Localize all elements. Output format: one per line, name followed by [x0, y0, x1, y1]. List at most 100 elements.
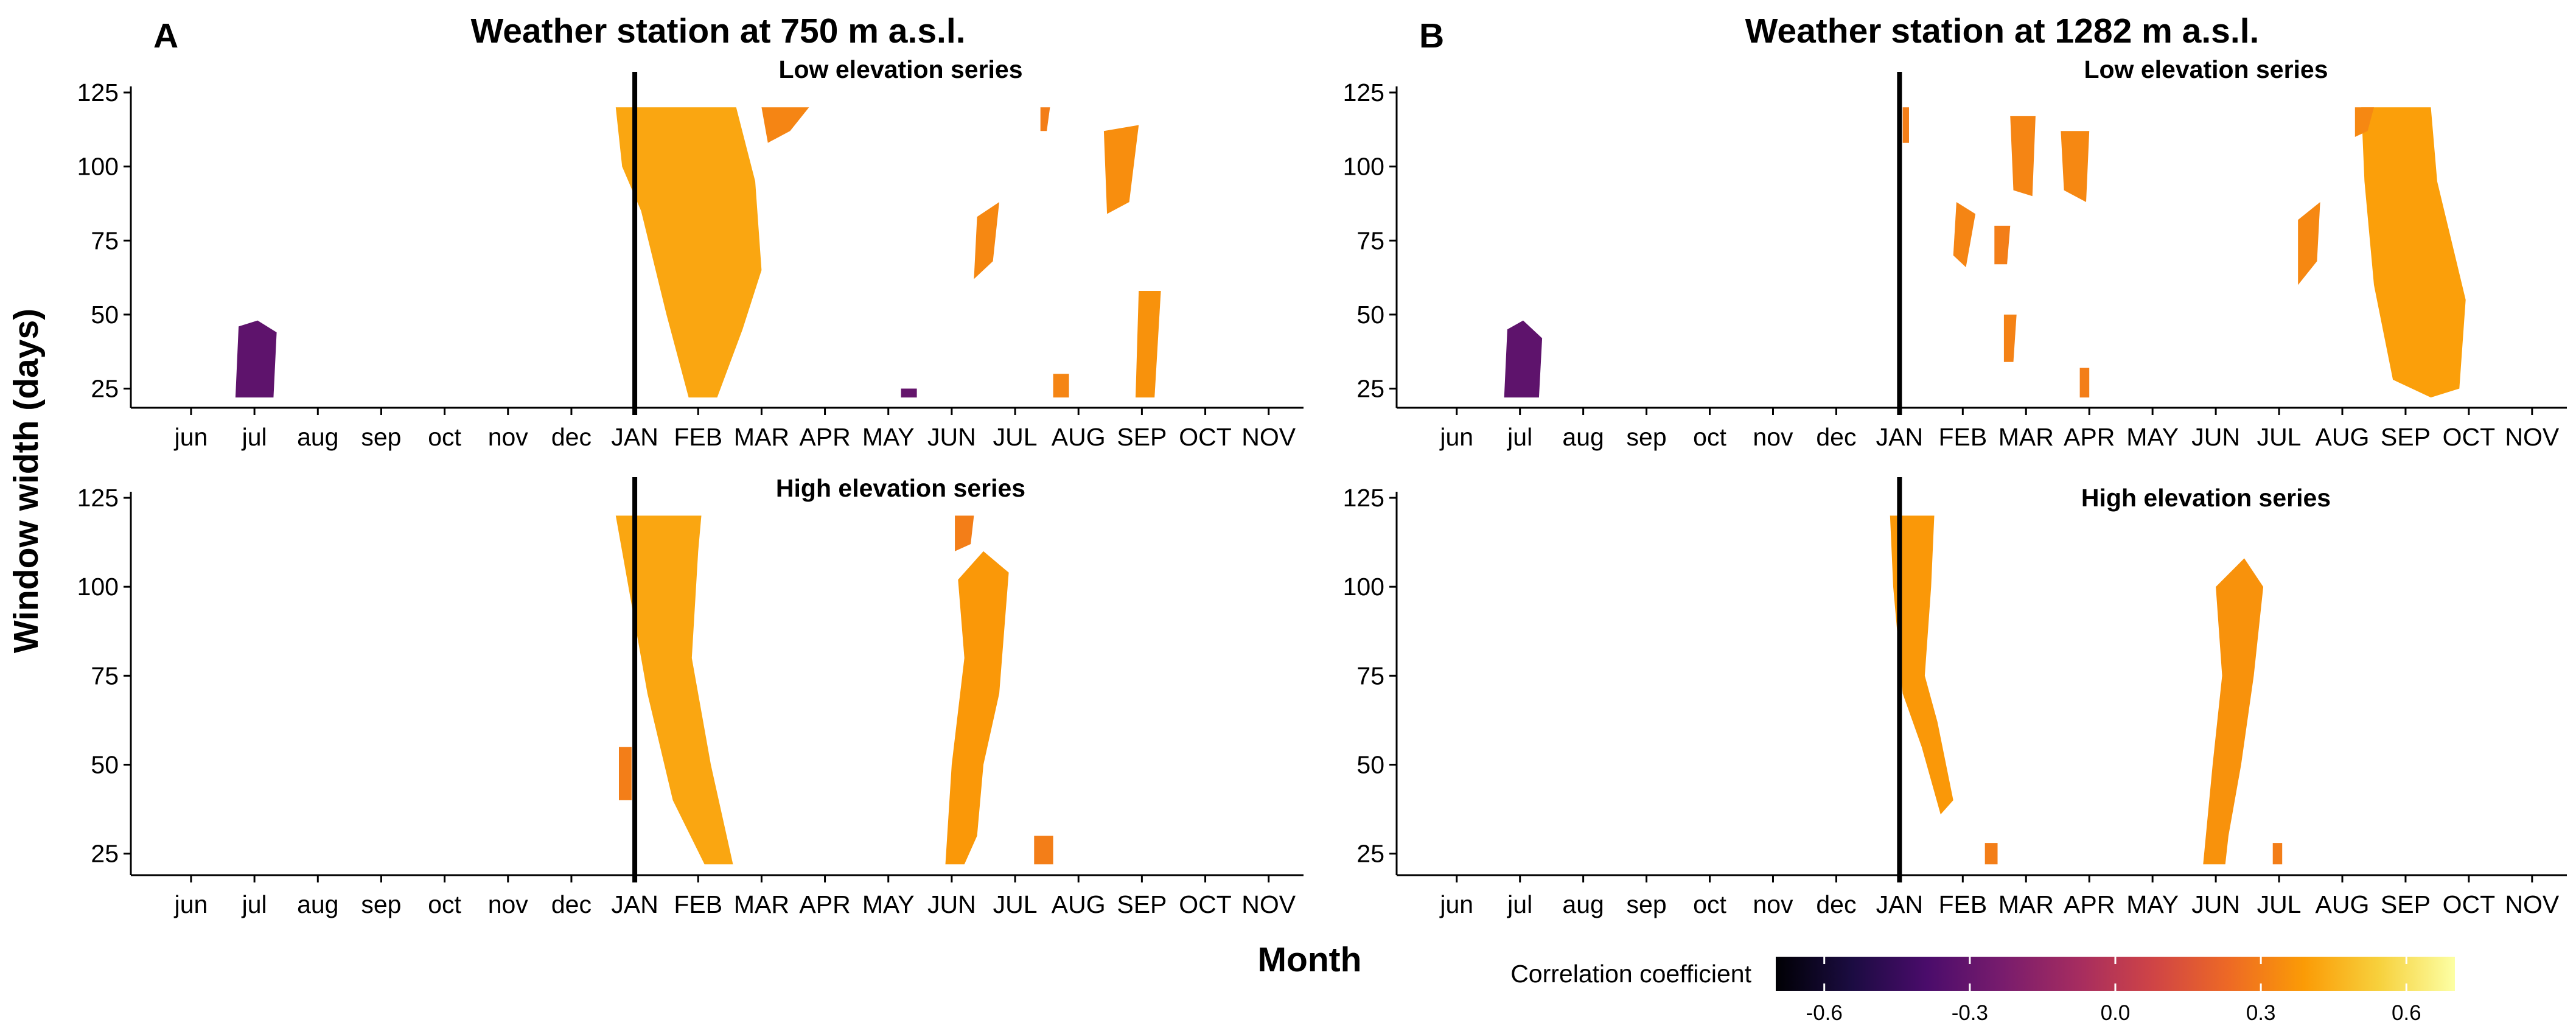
x-tick-label: nov [488, 890, 529, 918]
y-axis-title: Window width (days) [7, 309, 46, 653]
x-tick-label: SEP [1117, 423, 1167, 451]
x-tick-label: aug [297, 423, 338, 451]
x-tick-label: OCT [2443, 890, 2496, 918]
x-tick-label: FEB [674, 423, 722, 451]
correlation-region [235, 320, 277, 398]
correlation-regions [1890, 515, 2283, 865]
correlation-region [761, 107, 809, 143]
correlation-region [2061, 131, 2090, 202]
correlation-region [945, 551, 1009, 865]
y-tick-label: 100 [1343, 153, 1384, 181]
y-tick-label: 125 [1343, 484, 1384, 512]
x-tick-label: JUN [927, 890, 976, 918]
x-tick-label: dec [551, 423, 592, 451]
correlation-region [615, 107, 762, 398]
correlation-region [1953, 202, 1976, 268]
correlation-region [2010, 116, 2036, 197]
x-tick-label: oct [1693, 890, 1726, 918]
correlation-region [619, 747, 632, 800]
correlation-region [2272, 843, 2283, 865]
x-tick-label: FEB [1938, 423, 1987, 451]
x-tick-label: nov [1753, 423, 1793, 451]
x-tick-label: SEP [2381, 890, 2431, 918]
x-tick-label: JAN [1876, 890, 1923, 918]
correlation-region [901, 388, 917, 398]
x-tick-label: SEP [1117, 890, 1167, 918]
x-tick-label: AUG [1052, 423, 1106, 451]
y-tick-label: 50 [1356, 301, 1384, 329]
correlation-region [1034, 836, 1053, 865]
x-tick-label: oct [1693, 423, 1726, 451]
colorbar-tick-label: 0.0 [2101, 1001, 2131, 1025]
panel-subtitle: High elevation series [2081, 484, 2331, 512]
x-tick-label: NOV [1241, 890, 1296, 918]
panel-letter: B [1419, 16, 1444, 55]
y-tick-label: 100 [1343, 573, 1384, 601]
x-tick-label: sep [361, 423, 401, 451]
colorbar-tick-label: 0.3 [2246, 1001, 2276, 1025]
x-tick-label: FEB [674, 890, 722, 918]
x-tick-label: NOV [2505, 890, 2560, 918]
y-tick-label: 75 [1356, 226, 1384, 254]
y-tick-label: 50 [91, 301, 119, 329]
correlation-region [1890, 515, 1953, 815]
x-tick-label: SEP [2381, 423, 2431, 451]
y-tick-label: 125 [77, 79, 119, 107]
x-tick-label: jul [1507, 890, 1532, 918]
x-tick-label: jun [1439, 890, 1473, 918]
colorbar-title: Correlation coefficient [1510, 960, 1751, 988]
x-tick-label: JUL [993, 423, 1038, 451]
correlation-region [2354, 107, 2374, 137]
correlation-region [2298, 202, 2320, 285]
heatmap-panel: 25 50 75 100 125 jun jul aug sep oct nov dec JAN FEB M… [77, 12, 1304, 451]
x-tick-label: JAN [611, 423, 658, 451]
correlation-regions [615, 515, 1053, 865]
x-tick-label: OCT [1179, 423, 1232, 451]
y-tick-label: 25 [91, 375, 119, 403]
colorbar-tick-label: -0.6 [1806, 1001, 1843, 1025]
x-tick-label: sep [361, 890, 401, 918]
x-tick-label: APR [2064, 423, 2115, 451]
correlation-region [1053, 374, 1069, 398]
x-tick-label: APR [799, 890, 850, 918]
correlation-regions [235, 107, 1161, 398]
correlation-region [2203, 558, 2264, 865]
x-tick-label: MAY [2126, 423, 2179, 451]
y-tick-label: 125 [77, 484, 119, 512]
x-tick-label: JAN [611, 890, 658, 918]
x-tick-label: AUG [2316, 423, 2370, 451]
x-axis-title: Month [1258, 940, 1362, 979]
y-tick-label: 50 [91, 750, 119, 778]
x-tick-label: FEB [1938, 890, 1987, 918]
x-tick-label: JUL [993, 890, 1038, 918]
x-tick-label: NOV [1241, 423, 1296, 451]
x-tick-label: JUN [2191, 423, 2240, 451]
x-tick-label: jun [1439, 423, 1473, 451]
x-tick-label: nov [488, 423, 529, 451]
x-tick-label: APR [799, 423, 850, 451]
correlation-regions [1504, 107, 2466, 398]
heatmap-panel: 25 50 75 100 125 jun jul aug sep oct nov dec JAN FEB M… [77, 474, 1304, 918]
x-tick-label: MAY [862, 423, 915, 451]
x-tick-label: JUL [2257, 423, 2302, 451]
x-tick-label: AUG [1052, 890, 1106, 918]
x-tick-label: nov [1753, 890, 1793, 918]
x-tick-label: MAR [1998, 423, 2054, 451]
correlation-region [1103, 125, 1139, 214]
x-tick-label: sep [1627, 423, 1667, 451]
x-tick-label: MAY [2126, 890, 2179, 918]
panel-letter: A [153, 16, 178, 55]
y-tick-label: 25 [1356, 375, 1384, 403]
correlation-region [955, 515, 974, 551]
x-tick-label: sep [1627, 890, 1667, 918]
correlation-region [2003, 314, 2017, 362]
x-tick-label: JUN [927, 423, 976, 451]
heatmap-panel: 25 50 75 100 125 jun jul aug sep oct nov dec JAN FEB M… [1343, 477, 2567, 918]
panel-title: Weather station at 750 m a.s.l. [470, 12, 965, 51]
correlation-region [2361, 107, 2466, 398]
y-tick-label: 75 [91, 226, 119, 254]
x-tick-label: APR [2064, 890, 2115, 918]
x-tick-label: aug [297, 890, 338, 918]
y-tick-label: 25 [1356, 840, 1384, 868]
